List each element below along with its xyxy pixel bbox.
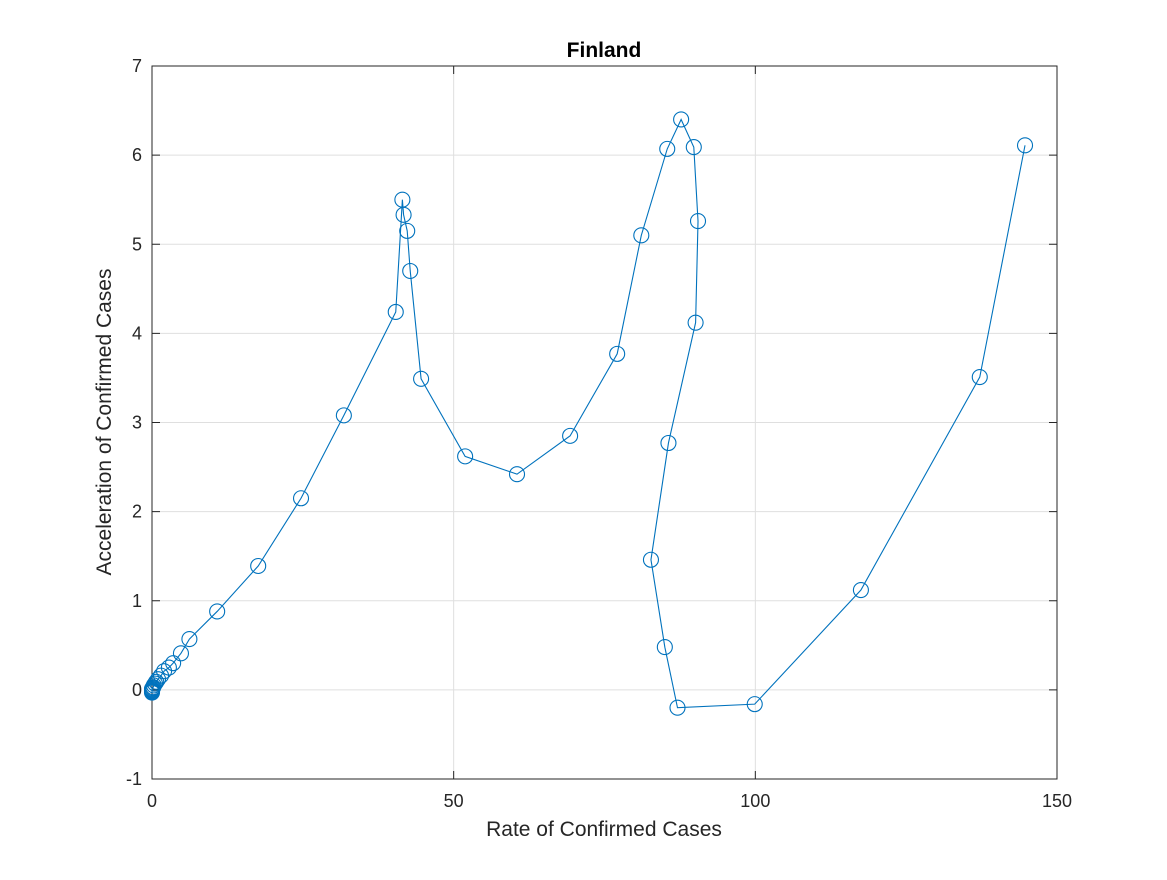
data-point [335, 407, 352, 424]
data-point [1016, 137, 1034, 154]
data-point [508, 466, 526, 483]
data-point [250, 557, 267, 575]
grid [151, 65, 1058, 780]
data-point [172, 645, 190, 662]
data-point [685, 139, 702, 156]
data-point [562, 427, 579, 444]
data-point [209, 603, 226, 620]
data-point [387, 303, 404, 321]
data-point [852, 582, 869, 599]
y-tick-label: 5 [132, 234, 142, 254]
data-point [399, 222, 416, 239]
data-point [413, 370, 430, 387]
x-tick-label: 150 [1042, 791, 1072, 811]
data-point [660, 434, 677, 452]
data-point [457, 448, 474, 465]
series [143, 111, 1034, 716]
series-line [151, 118, 1026, 709]
data-point [609, 345, 626, 362]
data-point [148, 673, 165, 690]
x-tick-label: 50 [444, 791, 464, 811]
x-tick-label: 100 [740, 791, 770, 811]
data-point [402, 262, 419, 280]
data-point [633, 227, 650, 244]
data-point [656, 639, 673, 656]
y-tick-label: 6 [132, 145, 142, 165]
data-point [146, 675, 164, 692]
data-point [165, 655, 182, 672]
data-point [292, 490, 310, 507]
y-tick-label: -1 [126, 769, 142, 789]
y-tick-label: 4 [132, 323, 142, 343]
data-point [687, 314, 704, 331]
data-point [659, 140, 676, 157]
y-tick-label: 1 [132, 591, 142, 611]
data-point [181, 631, 198, 648]
data-point [156, 663, 173, 680]
x-tick-label: 0 [147, 791, 157, 811]
data-point [395, 206, 412, 223]
data-point [746, 696, 763, 713]
plot-box [151, 65, 1058, 780]
data-point [149, 671, 167, 688]
axes [151, 65, 1058, 780]
data-point [689, 213, 707, 230]
data-point [642, 551, 660, 568]
y-axis-label: Acceleration of Confirmed Cases [93, 269, 116, 576]
data-point [673, 111, 690, 128]
data-point [160, 659, 177, 676]
data-point [669, 699, 686, 716]
y-tick-label: 7 [132, 56, 142, 76]
y-tick-label: 3 [132, 413, 142, 433]
data-point [971, 368, 988, 386]
y-tick-label: 0 [132, 680, 142, 700]
chart-title: Finland [567, 39, 642, 62]
x-axis-label: Rate of Confirmed Cases [486, 818, 722, 841]
y-tick-label: 2 [132, 502, 142, 522]
